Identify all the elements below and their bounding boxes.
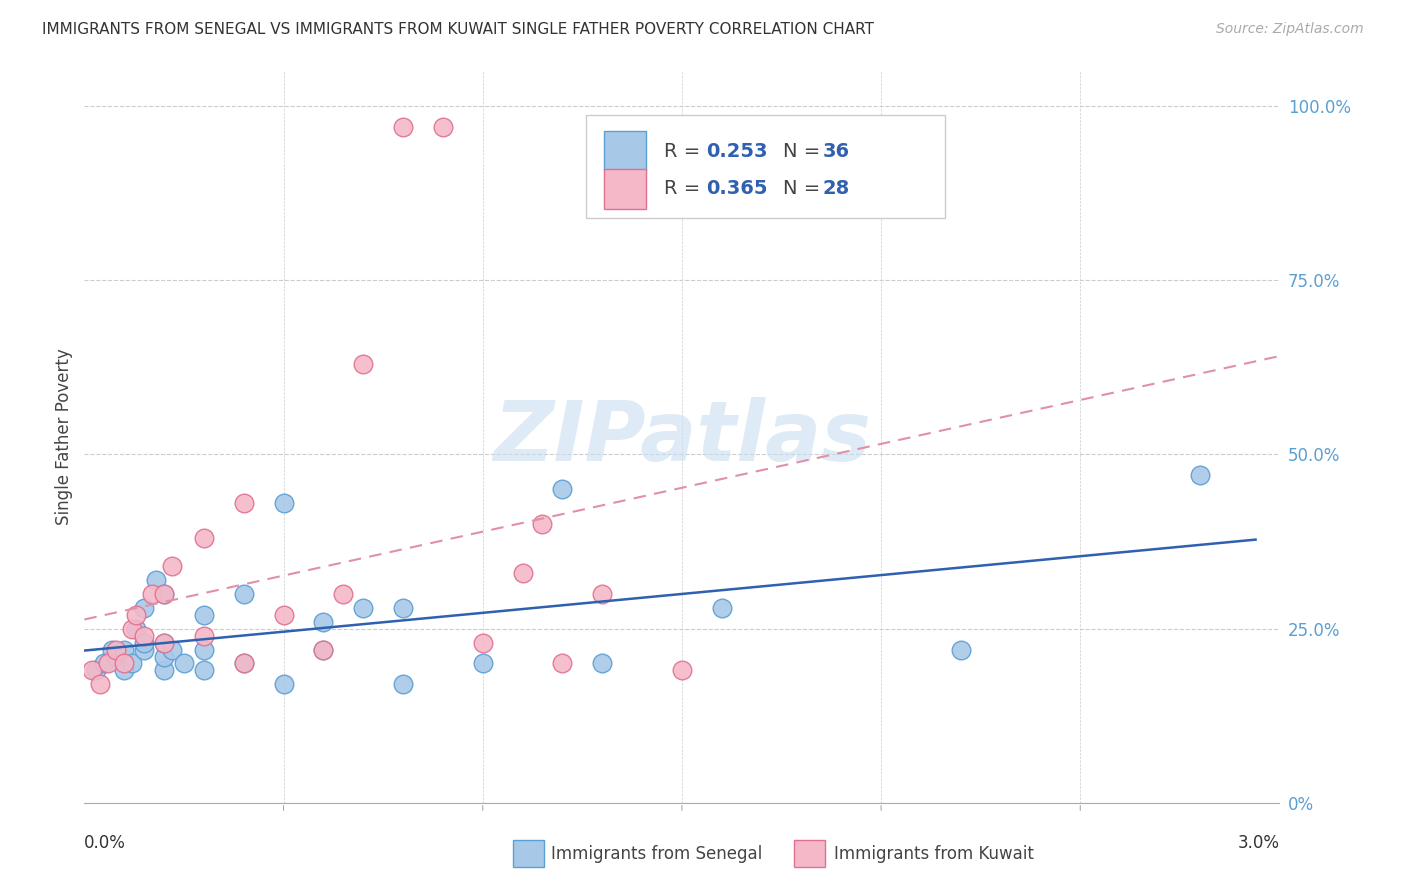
- Point: [312, 642, 335, 657]
- Point: [193, 607, 215, 622]
- Point: [232, 587, 254, 601]
- Point: [949, 642, 972, 657]
- Text: IMMIGRANTS FROM SENEGAL VS IMMIGRANTS FROM KUWAIT SINGLE FATHER POVERTY CORRELAT: IMMIGRANTS FROM SENEGAL VS IMMIGRANTS FR…: [42, 22, 875, 37]
- Text: N =: N =: [783, 142, 827, 161]
- Text: R =: R =: [664, 142, 706, 161]
- Point: [312, 615, 335, 629]
- Text: R =: R =: [664, 179, 706, 199]
- Point: [232, 496, 254, 510]
- Point: [273, 496, 295, 510]
- Point: [551, 657, 574, 671]
- Text: 0.253: 0.253: [706, 142, 768, 161]
- Point: [193, 664, 215, 678]
- Point: [101, 642, 124, 657]
- Text: Source: ZipAtlas.com: Source: ZipAtlas.com: [1216, 22, 1364, 37]
- Point: [125, 607, 148, 622]
- Text: Immigrants from Senegal: Immigrants from Senegal: [551, 845, 762, 863]
- Text: 28: 28: [823, 179, 851, 199]
- Point: [352, 357, 374, 371]
- Point: [432, 120, 454, 134]
- Point: [105, 649, 128, 664]
- Point: [671, 664, 693, 678]
- Point: [93, 657, 115, 671]
- FancyBboxPatch shape: [605, 131, 647, 171]
- Point: [145, 573, 167, 587]
- Point: [153, 649, 176, 664]
- Point: [121, 657, 143, 671]
- Point: [551, 483, 574, 497]
- Point: [82, 664, 104, 678]
- Text: 0.0%: 0.0%: [84, 834, 127, 852]
- Point: [173, 657, 195, 671]
- Text: ZIPatlas: ZIPatlas: [494, 397, 870, 477]
- Point: [392, 120, 415, 134]
- Point: [132, 629, 156, 643]
- Point: [153, 635, 176, 649]
- Text: 0.365: 0.365: [706, 179, 768, 199]
- Point: [86, 664, 108, 678]
- Point: [591, 657, 613, 671]
- Point: [160, 558, 183, 573]
- FancyBboxPatch shape: [605, 169, 647, 209]
- Point: [153, 587, 176, 601]
- Point: [121, 622, 143, 636]
- Point: [273, 677, 295, 691]
- Point: [591, 587, 613, 601]
- Text: 36: 36: [823, 142, 851, 161]
- Point: [105, 642, 128, 657]
- Point: [332, 587, 354, 601]
- Point: [153, 587, 176, 601]
- Point: [132, 600, 156, 615]
- Point: [392, 677, 415, 691]
- Y-axis label: Single Father Poverty: Single Father Poverty: [55, 349, 73, 525]
- Point: [392, 600, 415, 615]
- Point: [89, 677, 111, 691]
- Point: [112, 657, 135, 671]
- Point: [132, 642, 156, 657]
- Point: [141, 587, 163, 601]
- Point: [232, 657, 254, 671]
- Point: [132, 635, 156, 649]
- FancyBboxPatch shape: [586, 115, 945, 218]
- Point: [232, 657, 254, 671]
- Point: [193, 629, 215, 643]
- Point: [193, 531, 215, 545]
- Point: [710, 600, 733, 615]
- Point: [97, 657, 120, 671]
- Point: [1188, 468, 1211, 483]
- Point: [312, 642, 335, 657]
- Point: [153, 664, 176, 678]
- Point: [125, 622, 148, 636]
- Point: [471, 635, 494, 649]
- Point: [153, 635, 176, 649]
- Text: 3.0%: 3.0%: [1237, 834, 1279, 852]
- Point: [160, 642, 183, 657]
- Text: Immigrants from Kuwait: Immigrants from Kuwait: [834, 845, 1033, 863]
- Point: [512, 566, 534, 580]
- Point: [471, 657, 494, 671]
- Point: [112, 664, 135, 678]
- Point: [531, 517, 554, 532]
- Text: N =: N =: [783, 179, 827, 199]
- Point: [193, 642, 215, 657]
- Point: [273, 607, 295, 622]
- Point: [112, 642, 135, 657]
- Point: [352, 600, 374, 615]
